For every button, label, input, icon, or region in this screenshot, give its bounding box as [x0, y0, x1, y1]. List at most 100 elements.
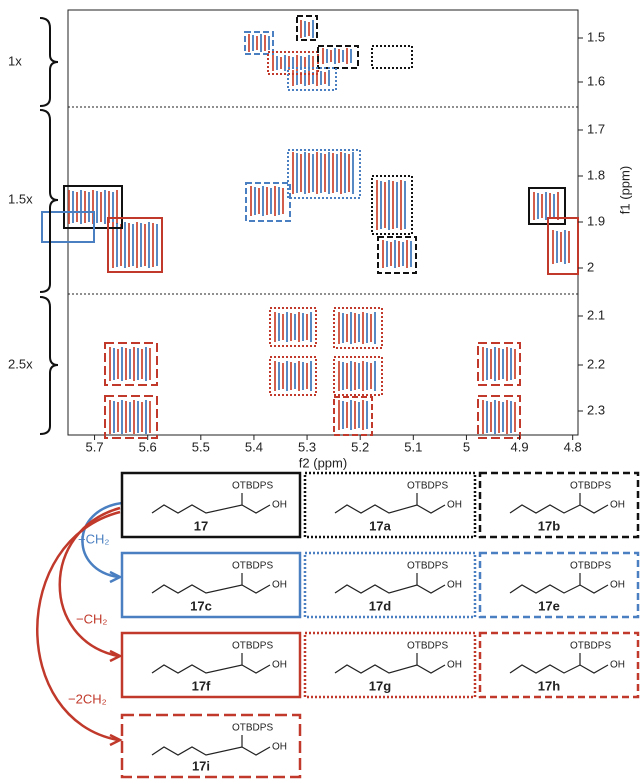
molecule-bond [151, 504, 271, 514]
peak-stripe [342, 401, 344, 429]
peak-stripe [300, 56, 302, 70]
peak-stripe [510, 401, 512, 433]
scale-label: 1.5x [8, 191, 33, 206]
peak-stripe [76, 192, 78, 222]
x-tick-label: 5.4 [245, 439, 263, 454]
peak-stripe [533, 192, 535, 220]
peak-stripe [482, 400, 484, 434]
peak-stripe [338, 400, 340, 430]
peak-stripe [490, 349, 492, 379]
box [477, 342, 521, 386]
peak-stripe [346, 363, 348, 389]
peak-stripe [260, 34, 262, 52]
peak-stripe [282, 188, 284, 214]
peak-stripe [129, 349, 131, 379]
peak-stripe [564, 230, 566, 264]
peak-stripe [306, 363, 308, 389]
peak-stripe [306, 314, 308, 340]
peak-stripe [340, 152, 342, 194]
scale-label: 1x [8, 53, 22, 68]
box [245, 182, 291, 222]
peak-stripe [312, 154, 314, 192]
peak-stripe [312, 56, 314, 70]
peak-stripe [304, 57, 306, 69]
plot-frame [67, 9, 579, 436]
substituent: OTBDPS [407, 641, 448, 652]
x-tick-label: 5.6 [139, 439, 157, 454]
arrow [81, 501, 123, 579]
peak-stripe [149, 401, 151, 433]
peak-stripe [129, 402, 131, 432]
peak-stripe [374, 361, 376, 391]
y-tick-label: 1.6 [587, 73, 605, 88]
peak-stripe [302, 362, 304, 390]
peak-stripe [300, 72, 302, 84]
peak-stripe [392, 181, 394, 229]
compound-box [303, 631, 477, 699]
peak-stripe [502, 349, 504, 379]
peak-stripe [288, 56, 290, 70]
peak-stripe [404, 181, 406, 229]
molecule-bond [151, 584, 271, 594]
compound-box [120, 631, 302, 699]
box [477, 395, 521, 439]
peak-stripe [290, 313, 292, 341]
peak-stripe [486, 401, 488, 433]
hydroxyl: OH [272, 500, 287, 511]
peak-stripe [346, 314, 348, 342]
compound-label: 17d [369, 598, 391, 613]
peak-stripe [362, 400, 364, 430]
peak-stripe [141, 349, 143, 379]
peak-stripe [336, 154, 338, 192]
peak-stripe [506, 400, 508, 434]
box [296, 15, 318, 41]
peak-stripe [304, 21, 306, 37]
peak-stripe [308, 153, 310, 193]
peak-stripe [486, 348, 488, 380]
peak-stripe [120, 224, 122, 266]
peak-stripe [510, 348, 512, 380]
peak-stripe [136, 222, 138, 268]
peak-stripe [553, 194, 555, 218]
peak-stripe [406, 240, 408, 268]
peak-stripe [388, 180, 390, 230]
peak-stripe [292, 70, 294, 86]
annotation: +CH₂ [78, 531, 109, 546]
compound-box [303, 551, 477, 619]
peak-stripe [156, 224, 158, 266]
box [244, 31, 274, 55]
peak-stripe [366, 362, 368, 390]
peak-stripe [338, 361, 340, 391]
peak-stripe [366, 401, 368, 429]
peak-stripe [250, 186, 252, 216]
peak-stripe [541, 194, 543, 218]
peak-stripe [376, 180, 378, 230]
molecule-bond [334, 584, 446, 594]
compound-label: 17f [192, 678, 211, 693]
y-tick-label: 1.8 [587, 167, 605, 182]
peak-stripe [256, 36, 258, 50]
arrowhead [109, 649, 123, 663]
peak-stripe [324, 154, 326, 192]
peak-stripe [552, 230, 554, 264]
peak-stripe [121, 400, 123, 434]
peak-stripe [292, 57, 294, 69]
peak-stripe [308, 55, 310, 71]
compound-box [478, 631, 640, 699]
molecule-bond [509, 584, 609, 594]
substituent: OTBDPS [232, 481, 273, 492]
box [377, 236, 417, 274]
highlight-boxes [41, 15, 579, 439]
peak-stripe [88, 192, 90, 222]
peak-stripe [324, 72, 326, 84]
peak-stripe [348, 154, 350, 192]
scale-label: 2.5x [8, 356, 33, 371]
peak-stripe [125, 348, 127, 380]
box [104, 395, 158, 439]
peak-stripe [342, 313, 344, 343]
substituent: OTBDPS [232, 641, 273, 652]
peak-stripe [125, 401, 127, 433]
peak-stripe [296, 55, 298, 71]
peak-stripe [350, 49, 352, 63]
peak-stripe [152, 223, 154, 267]
